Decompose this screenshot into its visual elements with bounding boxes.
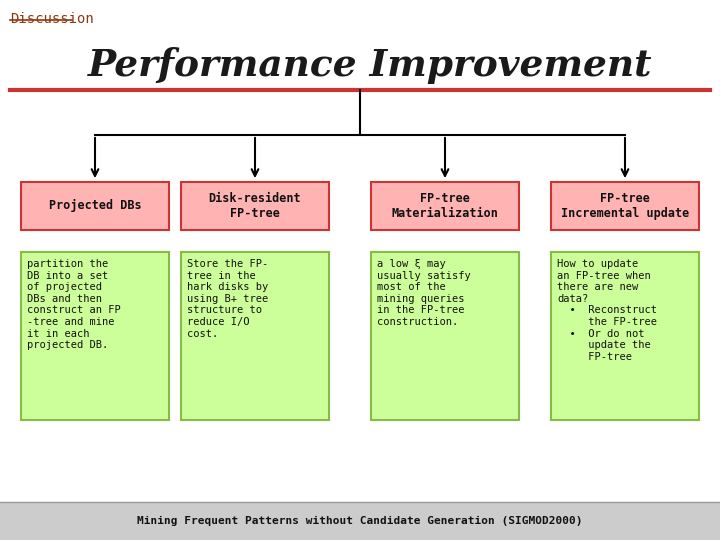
Text: Projected DBs: Projected DBs <box>49 199 141 213</box>
FancyBboxPatch shape <box>181 252 329 420</box>
FancyBboxPatch shape <box>0 502 720 540</box>
FancyBboxPatch shape <box>551 252 699 420</box>
FancyBboxPatch shape <box>371 182 519 230</box>
Text: Mining Frequent Patterns without Candidate Generation (SIGMOD2000): Mining Frequent Patterns without Candida… <box>138 516 582 526</box>
Text: Discussion: Discussion <box>10 12 94 26</box>
Text: Disk-resident
FP-tree: Disk-resident FP-tree <box>209 192 301 220</box>
Text: a low ξ may
usually satisfy
most of the
mining queries
in the FP-tree
constructi: a low ξ may usually satisfy most of the … <box>377 259 471 327</box>
Text: partition the
DB into a set
of projected
DBs and then
construct an FP
-tree and : partition the DB into a set of projected… <box>27 259 121 350</box>
FancyBboxPatch shape <box>181 182 329 230</box>
FancyBboxPatch shape <box>551 182 699 230</box>
Text: FP-tree
Incremental update: FP-tree Incremental update <box>561 192 689 220</box>
Text: Performance Improvement: Performance Improvement <box>88 47 652 84</box>
Text: FP-tree
Materialization: FP-tree Materialization <box>392 192 498 220</box>
Text: How to update
an FP-tree when
there are new
data?
  •  Reconstruct
     the FP-t: How to update an FP-tree when there are … <box>557 259 657 362</box>
Text: Store the FP-
tree in the
hark disks by
using B+ tree
structure to
reduce I/O
co: Store the FP- tree in the hark disks by … <box>187 259 269 339</box>
FancyBboxPatch shape <box>21 182 169 230</box>
FancyBboxPatch shape <box>21 252 169 420</box>
FancyBboxPatch shape <box>371 252 519 420</box>
